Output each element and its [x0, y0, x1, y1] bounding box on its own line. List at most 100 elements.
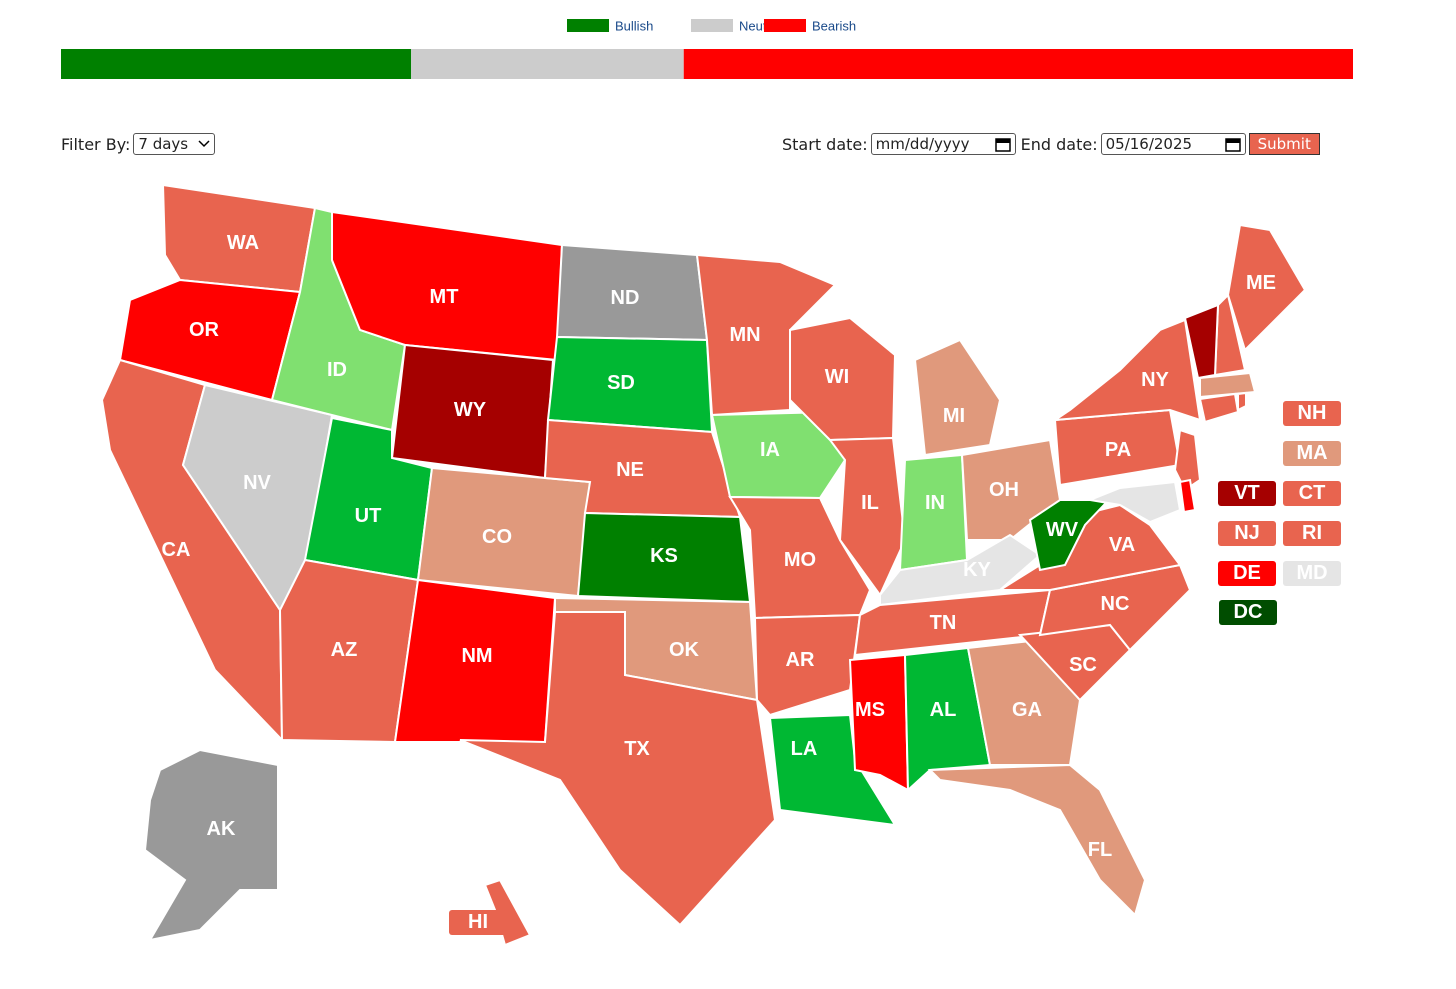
state-badge	[1283, 441, 1341, 466]
state-label: PA	[1105, 439, 1131, 461]
state-label: KS	[650, 545, 678, 567]
state-label: IA	[760, 439, 780, 461]
state-shape	[753, 613, 862, 717]
state-label: DE	[1233, 562, 1261, 584]
state-label: NH	[1298, 402, 1327, 424]
state-label: MA	[1296, 442, 1327, 464]
legend-swatch	[567, 19, 609, 32]
state-badge	[1283, 481, 1341, 506]
state-shape	[1183, 303, 1220, 380]
state-badge	[1219, 600, 1277, 625]
state-shape	[1086, 480, 1182, 524]
state-label: MN	[729, 324, 760, 346]
state-label: OH	[989, 479, 1019, 501]
state-shape	[1199, 371, 1257, 399]
state-badge	[1218, 561, 1276, 586]
state-label: OR	[189, 319, 220, 341]
state-label: VT	[1234, 482, 1260, 504]
state-shape	[1178, 478, 1197, 514]
chevron	[198, 140, 210, 148]
submit-button[interactable]: Submit	[1248, 133, 1320, 155]
state-shape	[1226, 223, 1307, 352]
state-badge	[449, 910, 507, 935]
state-shape	[728, 495, 872, 620]
state-label: CT	[1299, 482, 1326, 504]
start-input[interactable]: mm/dd/yyyy	[870, 133, 1016, 155]
state-shape	[1028, 487, 1121, 572]
date-range: Start date: mm/dd/yyyy End date: 05/16/2…	[782, 133, 1320, 155]
calendar-icon	[994, 138, 1011, 152]
state-label: NC	[1101, 593, 1130, 615]
state-label: MT	[430, 286, 459, 308]
state-shape	[1054, 318, 1202, 422]
state-label: ME	[1246, 272, 1276, 294]
sentiment-segment	[61, 49, 412, 79]
end-value: 05/16/2025	[1105, 135, 1193, 153]
state-label: UT	[355, 505, 382, 527]
state-label: AK	[207, 818, 236, 840]
state-badge	[1218, 521, 1276, 546]
state-badge	[1218, 481, 1276, 506]
end-input[interactable]: 05/16/2025	[1100, 133, 1246, 155]
state-label: CA	[162, 539, 191, 561]
state-shape	[483, 878, 532, 947]
state-label: IL	[861, 492, 879, 514]
state-label: NM	[461, 645, 492, 667]
state-label: MS	[855, 699, 885, 721]
state-shape	[913, 338, 1002, 457]
state-label: AR	[786, 649, 815, 671]
state-badge	[1283, 561, 1341, 586]
state-shape	[1237, 391, 1247, 412]
state-label: ID	[327, 359, 347, 381]
state-shape	[118, 278, 302, 402]
state-shape	[927, 763, 1147, 917]
legend-swatch	[764, 19, 806, 32]
state-label: ND	[611, 287, 640, 309]
state-label: VA	[1109, 534, 1135, 556]
filter: Filter By: 7 days	[61, 133, 216, 155]
state-label: NY	[1141, 369, 1169, 391]
filter-label: Filter By:	[61, 134, 131, 154]
state-shape	[903, 646, 992, 793]
state-label: TN	[930, 612, 957, 634]
filter-value: 7 days	[138, 135, 189, 153]
state-label: DC	[1234, 601, 1263, 623]
sentiment-segment	[683, 49, 1353, 79]
legend-label: Bearish	[812, 19, 856, 34]
state-badge	[1283, 521, 1341, 546]
state-label: RI	[1302, 522, 1322, 544]
end-label: End date:	[1020, 134, 1098, 154]
state-label: AL	[930, 699, 957, 721]
state-shape	[459, 611, 777, 927]
state-label: CO	[482, 526, 512, 548]
state-label: SC	[1069, 654, 1097, 676]
state-shape	[1198, 392, 1240, 424]
state-label: GA	[1012, 699, 1042, 721]
state-shape	[848, 653, 910, 792]
state-shape	[1173, 428, 1202, 492]
start-label: Start date:	[782, 134, 868, 154]
state-label: OK	[669, 639, 700, 661]
state-label: AZ	[331, 639, 358, 661]
state-label: NJ	[1234, 522, 1260, 544]
filter-select[interactable]: 7 days	[133, 133, 216, 155]
state-label: WI	[825, 366, 849, 388]
state-label: WA	[227, 232, 259, 254]
state-shape	[143, 748, 279, 942]
state-shape	[768, 713, 897, 827]
state-label: MI	[943, 405, 965, 427]
state-label: WV	[1046, 519, 1079, 541]
state-label: TX	[624, 738, 650, 760]
state-label: MD	[1296, 562, 1327, 584]
start-value: mm/dd/yyyy	[875, 135, 970, 153]
state-label: NV	[243, 472, 271, 494]
sentiment-segment	[411, 49, 684, 79]
state-badge	[1283, 401, 1341, 426]
sentiment-header: Bullish Neutral Bearish	[61, 19, 1353, 79]
state-label: WY	[454, 399, 487, 421]
state-label: LA	[791, 738, 818, 760]
state-label: KY	[963, 559, 991, 581]
legend-swatch	[691, 19, 733, 32]
